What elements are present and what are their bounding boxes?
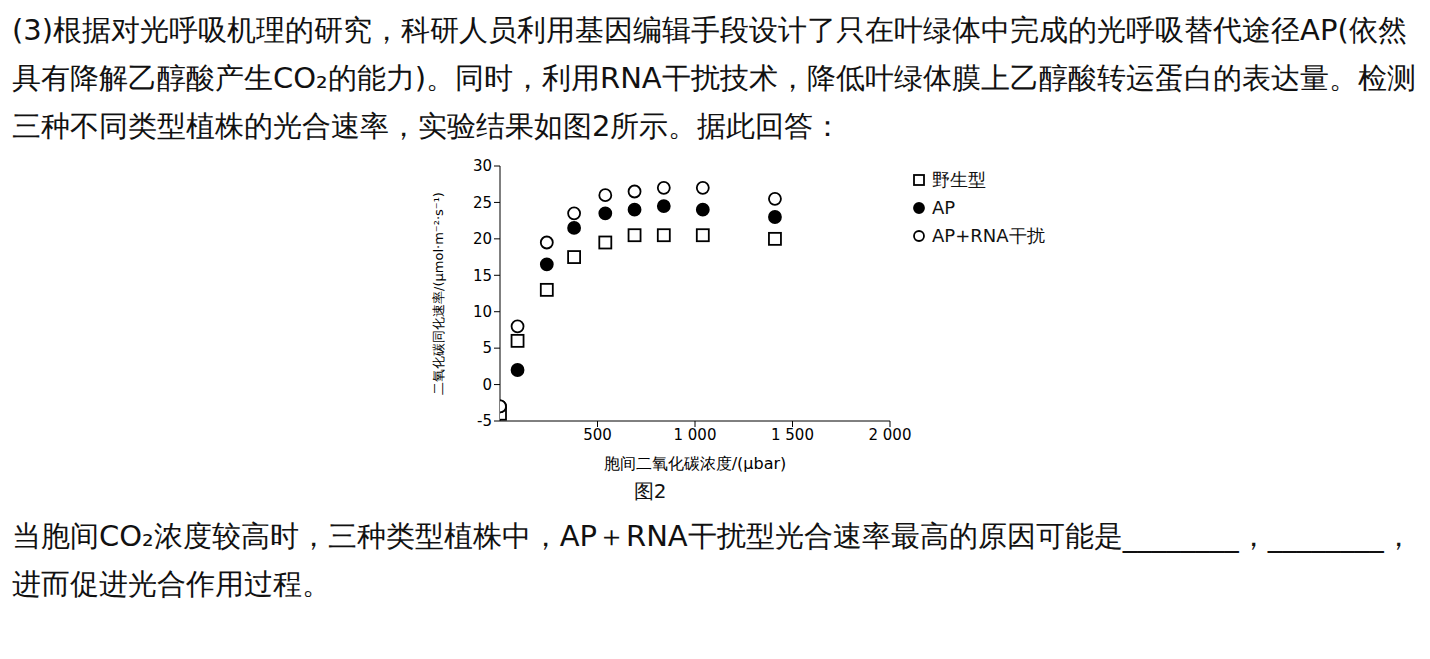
svg-text:-5: -5 xyxy=(477,412,492,430)
svg-text:5: 5 xyxy=(482,339,492,357)
svg-text:20: 20 xyxy=(473,230,492,248)
html-text:(3)根据对光呼吸机理的研究，科研人员利用基因编辑手段设计了: (3)根据对光呼吸机理的研究，科研人员利用基因编辑手段设计了只在叶绿体中完成的光… xyxy=(12,13,1416,143)
svg-text:25: 25 xyxy=(473,194,492,212)
svg-text:1 500: 1 500 xyxy=(771,426,814,444)
html-text:AP+RNA干扰: AP+RNA干扰 xyxy=(932,225,1045,246)
svg-text:500: 500 xyxy=(583,426,612,444)
svg-text:1 000: 1 000 xyxy=(674,426,717,444)
html-text:AP: AP xyxy=(932,197,956,218)
svg-text:胞间二氧化碳浓度/(μbar): 胞间二氧化碳浓度/(μbar) xyxy=(604,454,787,473)
html-text:当胞间CO₂浓度较高时，三种类型植株中，AP＋RNA干扰型光: 当胞间CO₂浓度较高时，三种类型植株中，AP＋RNA干扰型光合速率最高的原因可能… xyxy=(12,519,1413,601)
svg-text:15: 15 xyxy=(473,267,492,285)
svg-text:0: 0 xyxy=(482,376,492,394)
svg-text:2 000: 2 000 xyxy=(869,426,912,444)
html-text:图2: 图2 xyxy=(633,479,667,503)
svg-text:二氧化碳同化速率/(μmol·m⁻²·s⁻¹): 二氧化碳同化速率/(μmol·m⁻²·s⁻¹) xyxy=(431,192,446,395)
svg-text:10: 10 xyxy=(473,303,492,321)
html-text:野生型: 野生型 xyxy=(932,169,986,190)
svg-text:30: 30 xyxy=(473,157,492,175)
